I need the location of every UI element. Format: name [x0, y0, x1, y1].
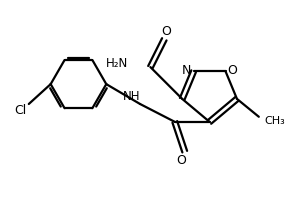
Text: H₂N: H₂N: [106, 57, 128, 70]
Text: N: N: [182, 64, 191, 77]
Text: NH: NH: [123, 90, 141, 103]
Text: Cl: Cl: [15, 104, 27, 118]
Text: O: O: [176, 154, 186, 167]
Text: O: O: [161, 25, 171, 38]
Text: CH₃: CH₃: [265, 116, 285, 126]
Text: O: O: [228, 64, 238, 77]
